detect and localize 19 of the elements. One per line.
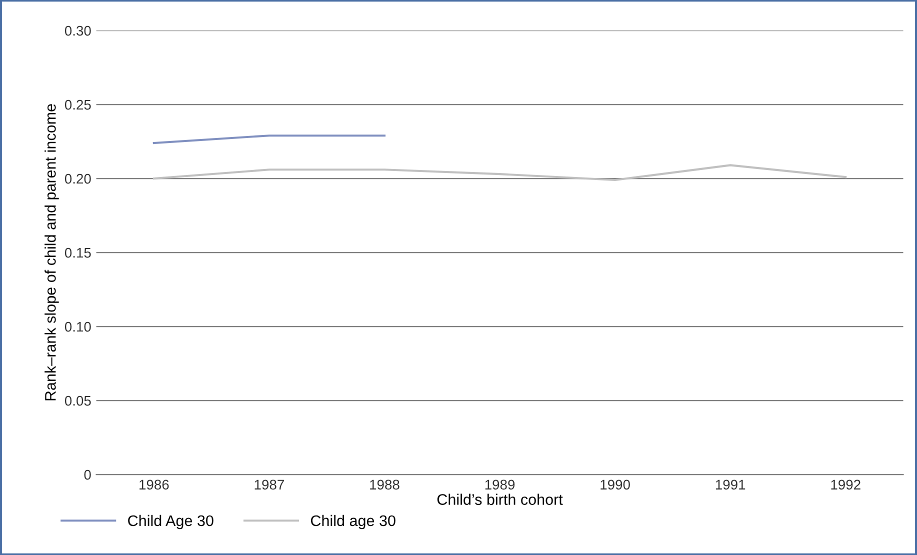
y-tick-label: 0.25 xyxy=(64,100,91,110)
x-tick-label: 1991 xyxy=(716,480,746,490)
legend-label: Child Age 30 xyxy=(128,514,214,530)
x-tick-label: 1987 xyxy=(254,480,284,490)
x-tick-label: 1992 xyxy=(831,480,860,490)
text: 0 xyxy=(84,470,91,480)
x-axis-title: Child’s birth cohort xyxy=(437,494,563,505)
x-tick-label: 1990 xyxy=(600,480,630,490)
y-tick-label: 0.10 xyxy=(64,322,91,332)
legend-label: Child age 30 xyxy=(310,514,396,530)
y-tick-label: 0.20 xyxy=(64,174,91,184)
line-series xyxy=(152,164,847,182)
x-tick-label: 1989 xyxy=(485,480,515,490)
y-tick-label: 0.05 xyxy=(64,396,91,406)
y-tick-label: 0.15 xyxy=(64,248,91,258)
x-tick-label: 1988 xyxy=(370,480,400,490)
y-tick-label: 0.30 xyxy=(64,26,91,36)
y-axis-title: Rank–rank slope of child and parent income xyxy=(44,104,59,400)
x-tick-label: 1986 xyxy=(140,480,169,490)
